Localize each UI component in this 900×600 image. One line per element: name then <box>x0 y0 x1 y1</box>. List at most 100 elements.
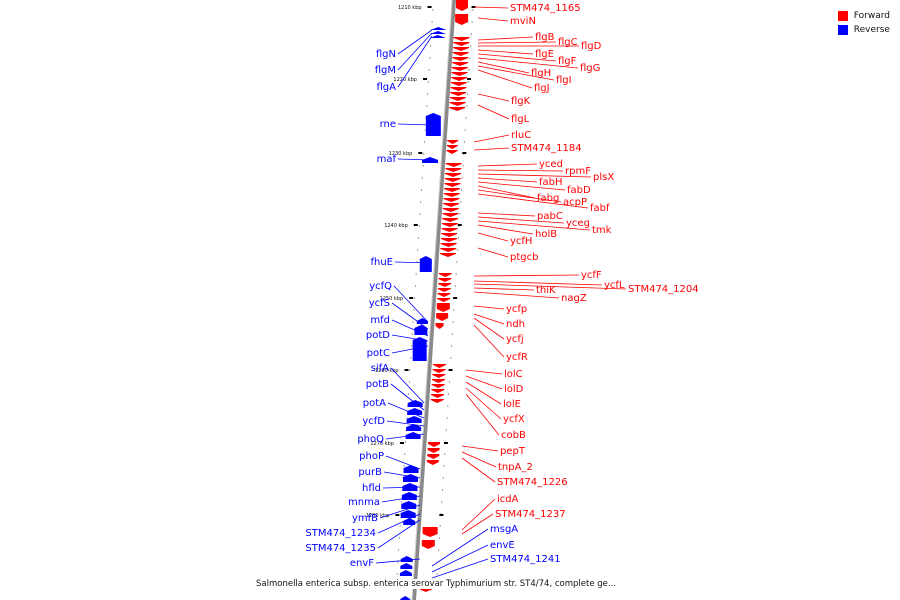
forward-gene-block <box>450 87 467 91</box>
forward-gene-label: ptgcb <box>510 252 538 263</box>
forward-swatch <box>837 11 848 21</box>
forward-gene-block <box>422 527 438 537</box>
forward-gene-block <box>431 389 445 393</box>
reverse-leader-line <box>397 123 433 126</box>
forward-gene-label: flgF <box>558 56 577 67</box>
forward-leader-line <box>477 36 534 41</box>
forward-leader-line <box>473 313 505 325</box>
forward-gene-label: STM474_1226 <box>497 477 568 488</box>
forward-gene-block <box>443 203 460 207</box>
reverse-gene-block <box>406 424 422 431</box>
forward-gene-block <box>437 288 451 292</box>
forward-gene-label: flgJ <box>534 83 550 94</box>
legend-reverse: Reverse <box>837 23 890 37</box>
reverse-gene-label: STM474_1234 <box>305 528 376 539</box>
reverse-leader-line <box>390 367 425 404</box>
reverse-leader-line <box>377 519 421 549</box>
genome-axis-highlight <box>411 0 453 600</box>
forward-leader-line <box>477 65 555 81</box>
forward-leader-line <box>477 163 538 167</box>
scale-tick-label: 1240 kbp <box>384 223 408 229</box>
forward-gene-block <box>452 52 469 56</box>
forward-gene-block <box>437 293 451 297</box>
forward-gene-label: thiK <box>536 285 556 296</box>
forward-leader-line <box>461 445 499 452</box>
reverse-leader-line <box>431 544 489 573</box>
forward-gene-block <box>447 140 459 144</box>
reverse-gene-block <box>412 337 427 361</box>
reverse-gene-label: rne <box>380 119 396 130</box>
forward-leader-line <box>473 283 627 290</box>
reverse-gene-block <box>425 113 441 136</box>
forward-leader-line <box>477 17 509 22</box>
forward-gene-block <box>438 278 452 282</box>
scale-tick-label: 1220 kbp <box>393 77 417 83</box>
legend-reverse-label: Reverse <box>853 25 890 35</box>
forward-gene-label: ndh <box>506 319 525 330</box>
forward-gene-block <box>443 193 460 197</box>
forward-leader-line <box>465 387 502 420</box>
forward-gene-block <box>421 540 435 549</box>
forward-gene-block <box>442 218 459 222</box>
forward-gene-label: flgG <box>580 63 600 74</box>
forward-gene-block <box>451 72 468 76</box>
forward-gene-block <box>441 233 458 237</box>
forward-leader-line <box>477 189 562 203</box>
reverse-gene-label: STM474_1235 <box>305 543 376 554</box>
scale-tick-label: 1260 kbp <box>375 368 399 374</box>
forward-gene-block <box>449 102 466 106</box>
forward-gene-label: flgE <box>535 49 554 60</box>
forward-leader-line <box>461 457 496 483</box>
forward-gene-block <box>436 303 450 312</box>
reverse-gene-label: flgN <box>376 49 396 60</box>
reverse-gene-label: msgA <box>490 524 518 535</box>
forward-leader-line <box>477 177 538 183</box>
forward-gene-block <box>444 178 461 182</box>
forward-leader-line <box>477 104 510 120</box>
forward-leader-line <box>477 53 557 62</box>
reverse-leader-line <box>391 334 429 342</box>
reverse-gene-block <box>407 408 423 415</box>
forward-gene-block <box>450 92 467 96</box>
reverse-gene-block <box>400 510 416 518</box>
forward-leader-line <box>473 147 510 151</box>
genome-axis <box>412 0 456 600</box>
forward-gene-label: yceg <box>566 218 590 229</box>
scale-tick-label: 1230 kbp <box>389 151 413 157</box>
scale-tick-label: 1250 kbp <box>380 296 404 302</box>
forward-gene-label: ycfH <box>510 236 532 247</box>
forward-leader-line <box>477 247 509 258</box>
reverse-gene-block <box>403 465 419 473</box>
forward-gene-block <box>453 37 470 41</box>
reverse-leader-line <box>394 261 433 264</box>
forward-gene-block <box>431 384 445 388</box>
forward-gene-label: plsX <box>593 172 614 183</box>
forward-leader-line <box>461 498 496 531</box>
forward-gene-block <box>449 107 466 111</box>
forward-gene-label: fabf <box>590 203 610 214</box>
forward-leader-line <box>461 513 494 535</box>
reverse-gene-label: flgM <box>375 65 396 76</box>
reverse-leader-line <box>379 504 421 519</box>
forward-gene-label: STM474_1237 <box>495 509 566 520</box>
forward-leader-line <box>477 61 530 74</box>
forward-gene-label: fabD <box>567 185 591 196</box>
forward-gene-label: flgL <box>511 114 530 125</box>
forward-gene-label: lolE <box>503 399 521 410</box>
forward-gene-block <box>440 248 457 252</box>
forward-gene-label: fabH <box>539 177 563 188</box>
forward-leader-line <box>473 6 509 9</box>
forward-gene-block <box>432 369 446 373</box>
reverse-leader-line <box>391 319 429 337</box>
reverse-leader-line <box>387 402 425 419</box>
reverse-gene-label: ymfB <box>352 513 378 524</box>
reverse-leader-line <box>386 420 425 427</box>
forward-leader-line <box>465 375 503 390</box>
forward-gene-label: flgI <box>556 75 572 86</box>
forward-gene-label: STM474_1184 <box>511 143 582 154</box>
legend-forward: Forward <box>837 9 890 23</box>
forward-gene-block <box>430 399 444 403</box>
reverse-gene-label: sifA <box>371 363 390 374</box>
forward-leader-line <box>477 69 533 89</box>
forward-gene-block <box>440 243 457 247</box>
